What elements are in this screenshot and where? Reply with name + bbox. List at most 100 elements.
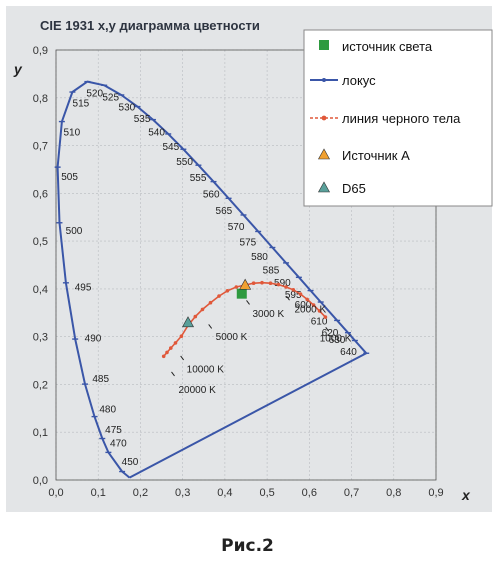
- y-tick-label: 0,1: [33, 427, 48, 439]
- annotation-leader: [180, 355, 185, 361]
- wavelength-label-490: 490: [85, 333, 102, 344]
- blackbody-series: [161, 280, 328, 359]
- wavelength-label-450: 450: [122, 457, 139, 468]
- y-tick-label: 0,7: [33, 141, 48, 153]
- locus-line: [56, 80, 368, 479]
- wavelength-label-475: 475: [105, 425, 122, 436]
- plot-frame: [55, 49, 437, 481]
- annotation-leader: [208, 324, 213, 329]
- blackbody-point: [225, 289, 230, 293]
- x-tick-label: 0,0: [48, 487, 63, 499]
- wavelength-label-555: 555: [190, 173, 207, 184]
- legend-swatch-triangle: [317, 181, 331, 193]
- axis-ticks: 0,0 0,1 0,2 0,3 0,4 0,5 0,6 0,7 0,8 0,9 0,0 0,1 0,2 0…: [33, 45, 444, 499]
- legend-swatch-dot: [322, 78, 326, 82]
- wavelength-label-495: 495: [75, 282, 92, 293]
- temperature-annotations: 3000 K 2000 K 5000 K 10000 K 20000 K 1000 K: [171, 295, 352, 396]
- wavelength-label-640: 640: [340, 347, 357, 358]
- blackbody-point: [311, 303, 316, 307]
- annotation-leader: [246, 300, 250, 305]
- annotation-leader: [286, 295, 290, 301]
- blackbody-point: [165, 350, 169, 355]
- legend-label: локус: [342, 73, 376, 88]
- blackbody-point: [305, 297, 310, 302]
- wavelength-label-535: 535: [134, 114, 151, 125]
- blackbody-point: [284, 285, 288, 289]
- wavelength-label-630: 630: [329, 335, 346, 346]
- wavelength-label-510: 510: [63, 128, 80, 139]
- wavelength-label-485: 485: [92, 374, 109, 385]
- legend-label: источник света: [342, 39, 433, 54]
- legend-swatch-dot: [321, 115, 327, 121]
- y-tick-label: 0,9: [33, 45, 48, 57]
- blackbody-point: [323, 315, 328, 319]
- blackbody-point: [200, 307, 205, 312]
- cie-chart: CIE 1931 x,y диаграмма цветности 0,0 0,1 0…: [13, 18, 493, 503]
- wavelength-label-540: 540: [148, 127, 165, 138]
- wavelength-label-545: 545: [162, 142, 179, 153]
- triangle-marker: [182, 316, 195, 328]
- wavelength-label-505: 505: [61, 172, 78, 183]
- wavelength-label-590: 590: [274, 278, 291, 289]
- legend-label: Источник А: [342, 148, 410, 163]
- y-tick-label: 0,5: [33, 236, 48, 248]
- y-tick-label: 0,4: [33, 284, 48, 296]
- wavelength-label-610: 610: [311, 317, 328, 328]
- blackbody-point: [276, 282, 281, 287]
- x-tick-label: 0,4: [217, 487, 232, 499]
- legend-label: D65: [342, 181, 366, 196]
- annotation-label: 3000 K: [253, 309, 285, 320]
- blackbody-point: [291, 288, 296, 292]
- legend-swatch-square: [319, 40, 329, 50]
- light-source-marker: [236, 288, 247, 299]
- x-tick-label: 0,2: [133, 487, 148, 499]
- wavelength-label-560: 560: [203, 190, 220, 201]
- legend-box: [303, 29, 493, 207]
- y-tick-label: 0,3: [33, 332, 48, 344]
- blackbody-point: [234, 285, 239, 289]
- x-axis-label: x: [461, 487, 471, 503]
- wavelength-label-480: 480: [99, 404, 116, 415]
- source-markers: [182, 278, 252, 328]
- wavelength-label-515: 515: [73, 99, 90, 110]
- x-tick-label: 0,8: [386, 487, 401, 499]
- legend: источник света локус линия черного тела Ист…: [303, 29, 493, 207]
- blackbody-point: [260, 280, 264, 285]
- wavelength-label-575: 575: [240, 237, 257, 248]
- y-axis-label: y: [13, 61, 23, 77]
- wavelength-label-595: 595: [285, 290, 302, 301]
- annotation-label: 2000 K: [295, 305, 327, 316]
- blackbody-point: [208, 300, 213, 305]
- blackbody-point: [169, 346, 173, 350]
- x-tick-label: 0,6: [302, 487, 317, 499]
- legend-swatch-triangle: [317, 148, 331, 160]
- wavelength-label-470: 470: [110, 438, 127, 449]
- annotation-label: 1000 K: [320, 334, 352, 345]
- y-tick-label: 0,2: [33, 379, 48, 391]
- legend-label: линия черного тела: [342, 111, 461, 126]
- annotation-label: 5000 K: [216, 332, 248, 343]
- wavelength-label-570: 570: [228, 222, 245, 233]
- y-tick-label: 0,0: [33, 475, 48, 487]
- figure-caption: Рис.2: [221, 536, 274, 556]
- wavelength-label-620: 620: [322, 328, 339, 339]
- blackbody-point: [268, 281, 273, 286]
- x-tick-label: 0,3: [175, 487, 190, 499]
- blackbody-point: [173, 341, 178, 345]
- wavelength-label-520: 520: [86, 89, 103, 100]
- x-tick-label: 0,9: [428, 487, 443, 499]
- x-tick-label: 0,7: [344, 487, 359, 499]
- blackbody-point: [193, 314, 198, 319]
- blackbody-point: [298, 292, 303, 296]
- wavelength-label-500: 500: [66, 226, 83, 237]
- blackbody-point: [217, 294, 221, 298]
- blackbody-point: [251, 281, 256, 286]
- wavelength-label-565: 565: [216, 206, 233, 217]
- wavelength-label-585: 585: [263, 266, 280, 277]
- blackbody-point: [161, 354, 166, 359]
- annotation-label: 20000 K: [179, 385, 217, 396]
- wavelength-label-525: 525: [102, 93, 119, 104]
- wavelength-label-550: 550: [176, 157, 193, 168]
- x-tick-label: 0,1: [91, 487, 106, 499]
